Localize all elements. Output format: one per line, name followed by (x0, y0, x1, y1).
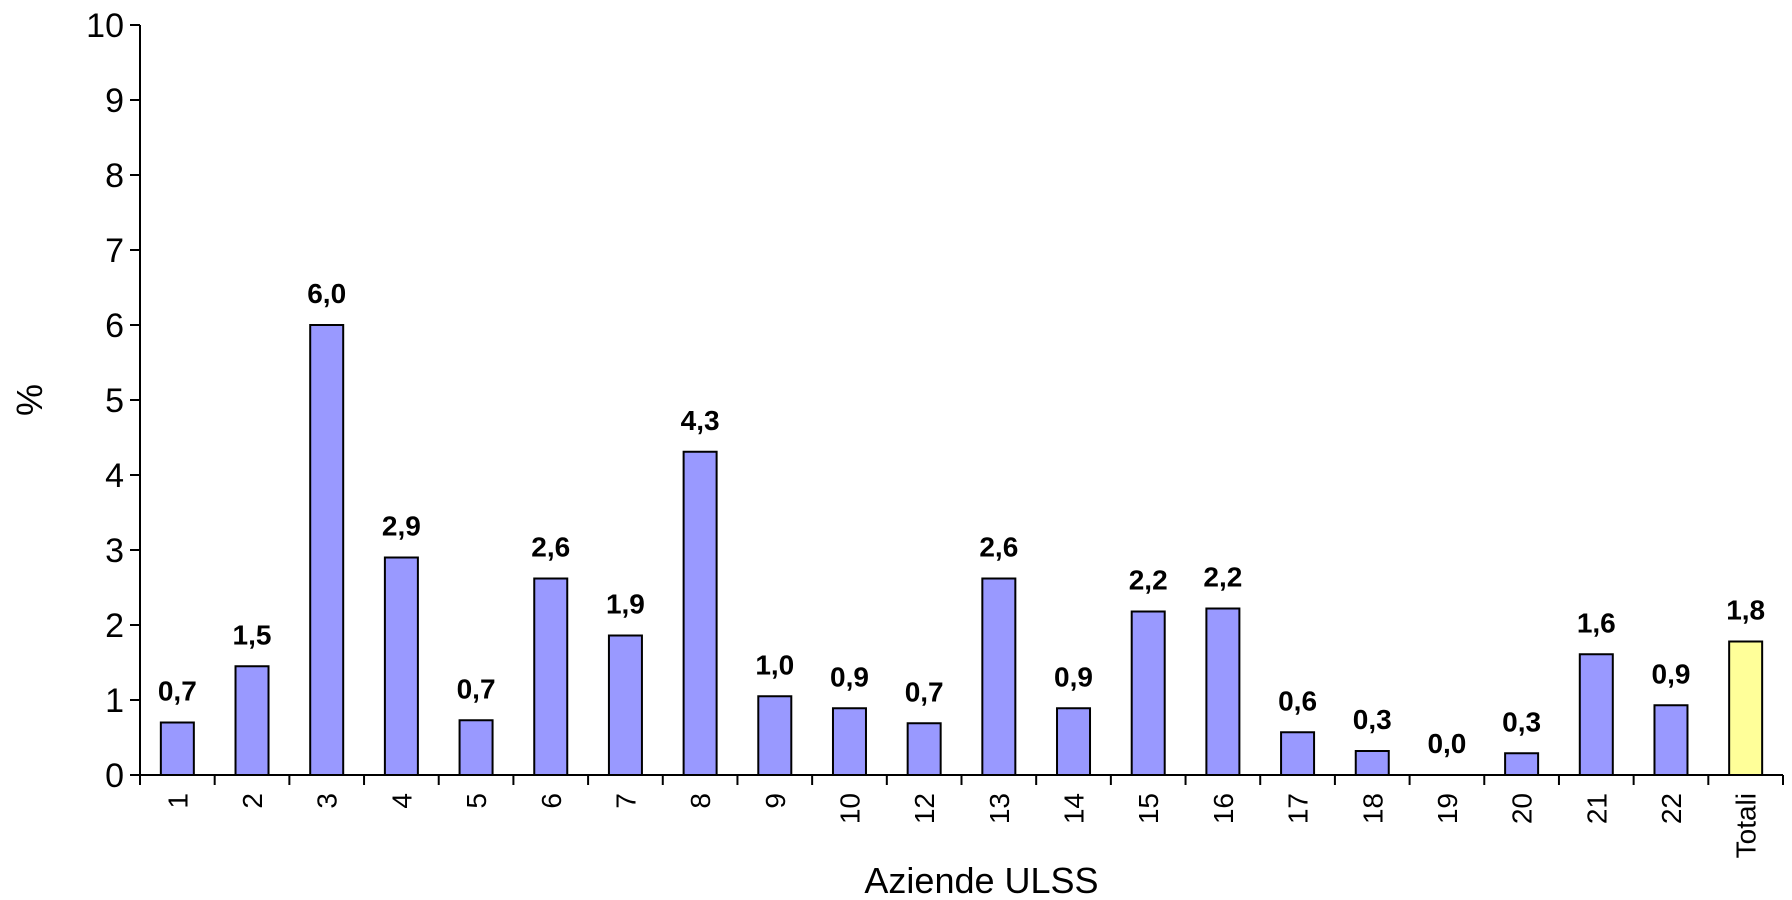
bar-3 (309, 324, 345, 776)
data-label: 0,7 (457, 673, 496, 704)
bar-4 (383, 556, 419, 776)
y-tick-label: 0 (105, 757, 124, 795)
bar-16 (1205, 607, 1241, 776)
data-label: 0,7 (905, 676, 944, 707)
y-tick-label: 1 (105, 682, 124, 720)
x-tick-label: 12 (909, 793, 940, 824)
y-tick-label: 7 (105, 232, 124, 270)
bar-14 (1056, 707, 1092, 776)
bar-15 (1130, 610, 1166, 776)
x-tick-label: 17 (1283, 793, 1314, 824)
bar-22 (1653, 704, 1689, 776)
data-label: 2,9 (382, 511, 421, 542)
data-label: 2,2 (1129, 565, 1168, 596)
data-labels: 0,7 1,5 6,0 2,9 0,7 2,6 1,9 4,3 1,0 0,9 0,7 2,6 0,9 2… (158, 278, 1765, 759)
y-tick-label: 6 (105, 307, 124, 345)
bar-21 (1578, 653, 1614, 776)
data-label: 1,9 (606, 589, 645, 620)
y-tick-label: 4 (105, 457, 124, 495)
x-tick-label: 2 (237, 793, 268, 809)
data-label: 0,6 (1278, 685, 1317, 716)
data-label: 2,6 (979, 532, 1018, 563)
data-label: 2,6 (531, 532, 570, 563)
x-tick-label: 15 (1133, 793, 1164, 824)
bar-1 (159, 721, 195, 776)
data-label: 0,9 (830, 661, 869, 692)
data-label: 1,0 (755, 649, 794, 680)
bar-20 (1504, 752, 1540, 776)
x-tick-label: 7 (610, 793, 641, 809)
x-tick-label: 14 (1059, 793, 1090, 824)
y-axis-title: % (9, 384, 50, 416)
data-label: 0,3 (1502, 706, 1541, 737)
bar-totali (1728, 640, 1764, 776)
bar-13 (981, 577, 1017, 776)
data-label: 0,9 (1652, 658, 1691, 689)
x-tick-label: 20 (1507, 793, 1538, 824)
x-axis-ticks: 1 2 3 4 5 6 7 8 9 10 12 13 14 15 16 17 18 19 20 21 22 Totali (139, 775, 1784, 858)
bar-18 (1354, 750, 1390, 776)
x-tick-label: 10 (834, 793, 865, 824)
bar-7 (607, 634, 643, 776)
x-tick-label: 21 (1581, 793, 1612, 824)
x-tick-label: 1 (162, 793, 193, 809)
x-tick-label: 3 (312, 793, 343, 809)
bar-10 (831, 707, 867, 776)
data-label: 0,3 (1353, 704, 1392, 735)
x-tick-label: Totali (1731, 793, 1762, 858)
data-label: 1,8 (1726, 595, 1765, 626)
y-tick-label: 9 (105, 82, 124, 120)
data-label: 2,2 (1203, 562, 1242, 593)
data-label: 4,3 (681, 405, 720, 436)
y-tick-label: 3 (105, 532, 124, 570)
x-tick-label: 22 (1656, 793, 1687, 824)
x-tick-label: 13 (984, 793, 1015, 824)
data-label: 6,0 (307, 278, 346, 309)
data-label: 0,0 (1427, 728, 1466, 759)
bar-5 (458, 719, 494, 776)
bar-6 (533, 577, 569, 776)
bar-8 (682, 450, 718, 776)
x-tick-label: 5 (461, 793, 492, 809)
bar-9 (757, 695, 793, 776)
y-axis-ticks: 0 1 2 3 4 5 6 7 8 9 10 (86, 7, 140, 795)
x-tick-label: 18 (1357, 793, 1388, 824)
y-tick-label: 8 (105, 157, 124, 195)
x-tick-label: 19 (1432, 793, 1463, 824)
bar-17 (1280, 731, 1316, 776)
x-tick-label: 16 (1208, 793, 1239, 824)
bar-12 (906, 722, 942, 776)
x-tick-label: 4 (386, 793, 417, 809)
bar-2 (234, 665, 270, 776)
y-tick-label: 10 (86, 7, 124, 45)
data-label: 1,6 (1577, 607, 1616, 638)
y-tick-label: 5 (105, 382, 124, 420)
y-tick-label: 2 (105, 607, 124, 645)
data-label: 0,9 (1054, 661, 1093, 692)
x-axis-title: Aziende ULSS (864, 860, 1098, 900)
data-label: 0,7 (158, 676, 197, 707)
data-label: 1,5 (233, 619, 272, 650)
x-tick-label: 6 (536, 793, 567, 809)
x-tick-label: 8 (685, 793, 716, 809)
x-tick-label: 9 (760, 793, 791, 809)
